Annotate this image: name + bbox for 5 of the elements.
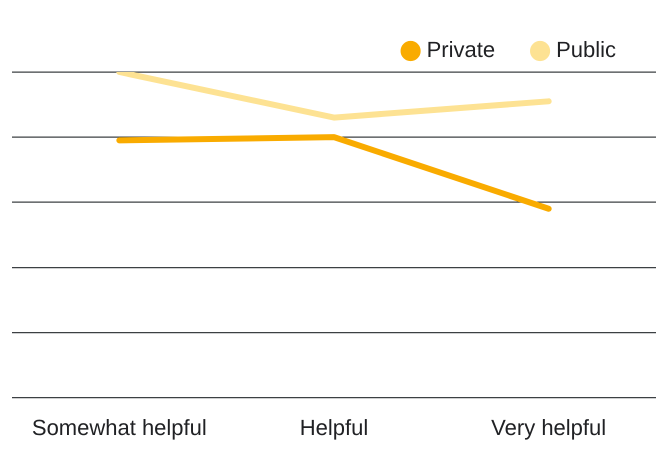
- x-tick-label: Somewhat helpful: [32, 414, 207, 440]
- x-tick-label: Helpful: [300, 414, 368, 440]
- x-tick-label: Very helpful: [491, 414, 606, 440]
- legend-label: Public: [556, 37, 616, 62]
- legend-label: Private: [426, 37, 496, 62]
